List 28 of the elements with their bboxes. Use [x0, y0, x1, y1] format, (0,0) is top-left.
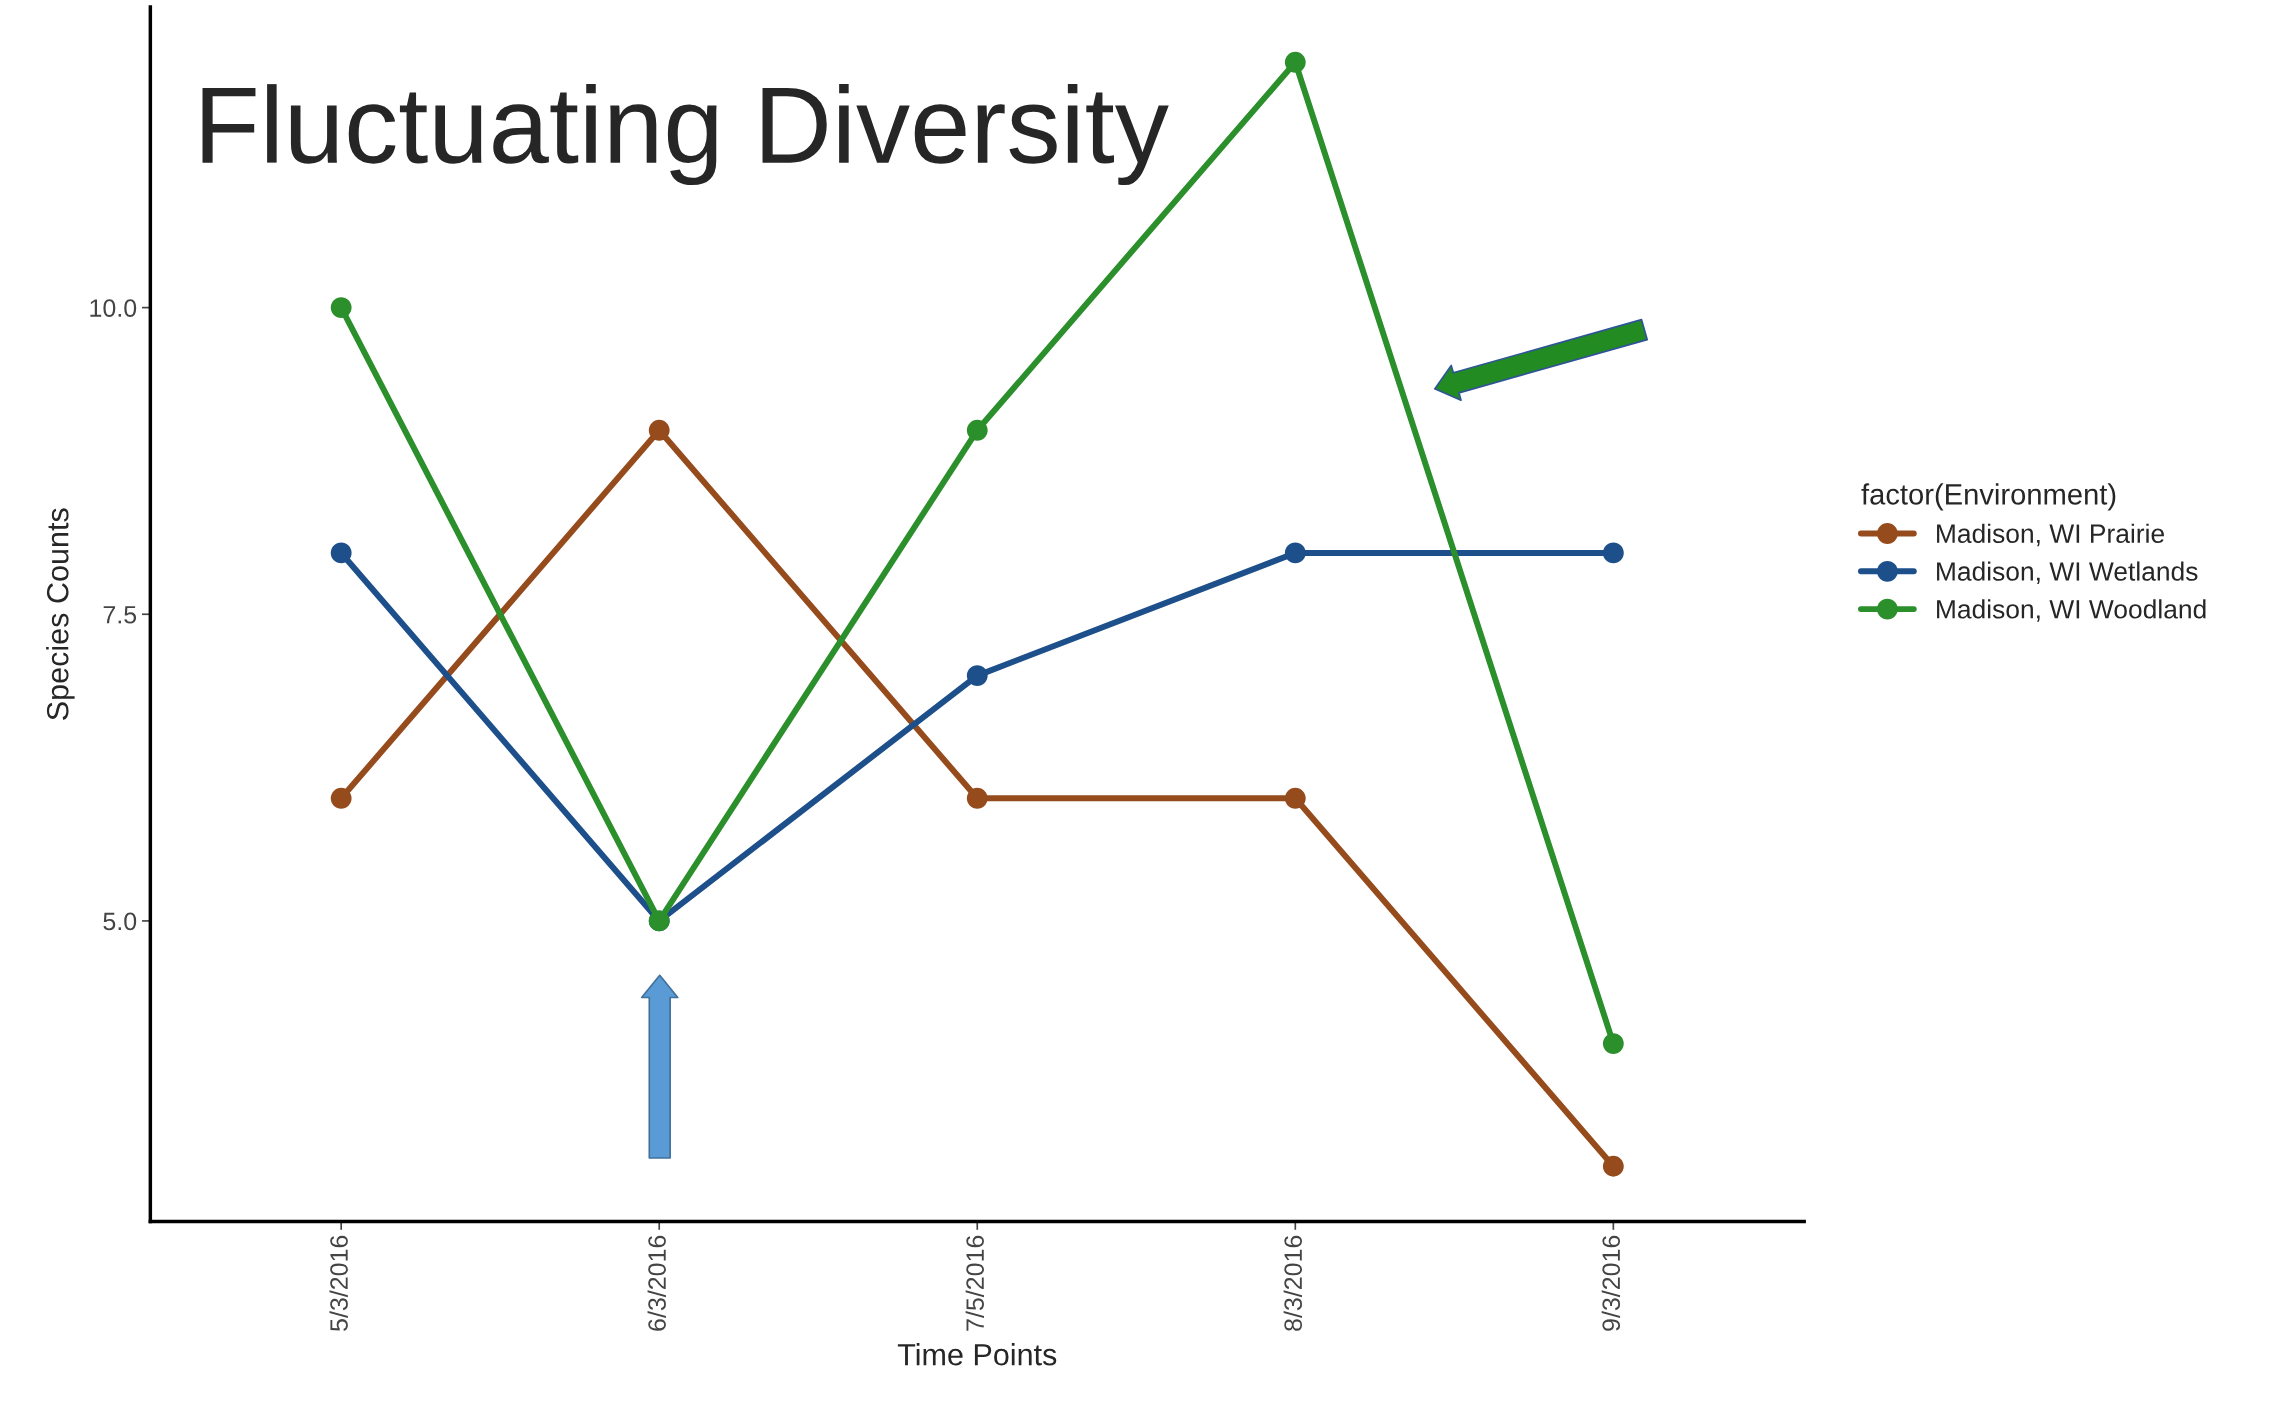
x-tick-label: 5/3/2016	[329, 1235, 348, 1331]
y-tick-label: 7.5	[103, 606, 137, 624]
y-axis-title: Species Counts	[46, 508, 75, 720]
y-tick-label: 10.0	[90, 299, 137, 317]
point	[1602, 542, 1624, 564]
point	[648, 419, 670, 441]
x-tick-label: 7/5/2016	[965, 1235, 984, 1331]
point	[1602, 1033, 1624, 1055]
y-tick-label: 5.0	[103, 912, 137, 931]
x-tick-label: 9/3/2016	[1601, 1235, 1621, 1331]
point	[1284, 51, 1306, 73]
x-tick-label: 6/3/2016	[647, 1235, 666, 1331]
x-tick-label: 8/3/2016	[1283, 1235, 1303, 1331]
point	[966, 787, 988, 809]
point	[330, 787, 352, 809]
text: Fluctuating Diversity	[202, 84, 1169, 186]
point	[330, 297, 352, 319]
point	[1602, 1155, 1624, 1177]
legend-label: Madison, WI Wetlands	[1937, 561, 2198, 584]
legend-label: Madison, WI Woodland	[1937, 599, 2206, 622]
point	[966, 665, 988, 687]
point	[1284, 787, 1306, 809]
legend-title: factor(Environment)	[1861, 483, 2116, 511]
point	[966, 419, 988, 441]
legend-label: Madison, WI Prairie	[1937, 523, 2164, 547]
x-axis-title: Time Points	[897, 1343, 1057, 1366]
point	[1284, 542, 1306, 564]
point	[330, 542, 352, 564]
